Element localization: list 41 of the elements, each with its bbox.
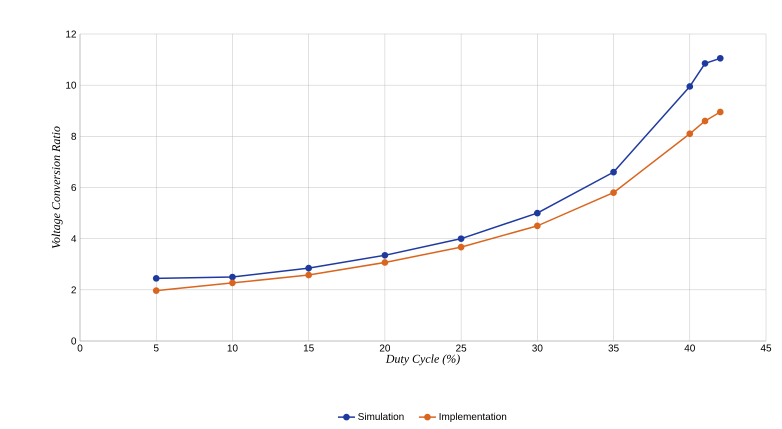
point bbox=[152, 287, 160, 294]
legend-label: Simulation bbox=[358, 412, 404, 420]
x-tick-label: 30 bbox=[532, 344, 542, 352]
point bbox=[305, 272, 312, 278]
y-tick-label: 4 bbox=[71, 235, 76, 242]
y-tick-label: 0 bbox=[71, 337, 76, 345]
point bbox=[152, 274, 160, 282]
point bbox=[716, 108, 724, 116]
y-tick-label: 8 bbox=[71, 132, 76, 140]
legend-label: Implementation bbox=[440, 412, 506, 422]
x-tick-label: 40 bbox=[684, 344, 695, 352]
y-axis-title: Voltage Conversion Ratio bbox=[52, 126, 63, 248]
x-tick-label: 20 bbox=[380, 344, 390, 352]
point bbox=[458, 235, 464, 242]
point bbox=[610, 189, 617, 196]
y-tick-label: 12 bbox=[66, 30, 76, 38]
x-axis-title: Duty Cycle (%) bbox=[386, 354, 460, 366]
x-tick-label: 25 bbox=[456, 344, 466, 352]
point bbox=[534, 222, 541, 230]
point bbox=[686, 130, 694, 138]
point bbox=[716, 54, 724, 62]
point bbox=[534, 210, 541, 216]
point bbox=[305, 264, 312, 272]
y-tick-label: 10 bbox=[66, 82, 76, 89]
x-tick-label: 45 bbox=[760, 344, 772, 352]
y-tick-label: 6 bbox=[71, 184, 76, 192]
x-tick-label: 10 bbox=[228, 344, 238, 352]
y-tick-label: 2 bbox=[71, 286, 76, 294]
point bbox=[610, 168, 617, 176]
point bbox=[702, 118, 708, 124]
point bbox=[458, 244, 464, 250]
point bbox=[382, 259, 388, 266]
point bbox=[229, 280, 236, 286]
point bbox=[686, 83, 694, 90]
x-tick-label: 35 bbox=[608, 344, 619, 352]
point bbox=[702, 60, 708, 67]
point bbox=[229, 274, 236, 280]
x-tick-label: 5 bbox=[154, 344, 159, 352]
point bbox=[382, 252, 388, 259]
x-tick-label: 15 bbox=[304, 344, 314, 352]
x-tick-label: 0 bbox=[78, 344, 82, 352]
